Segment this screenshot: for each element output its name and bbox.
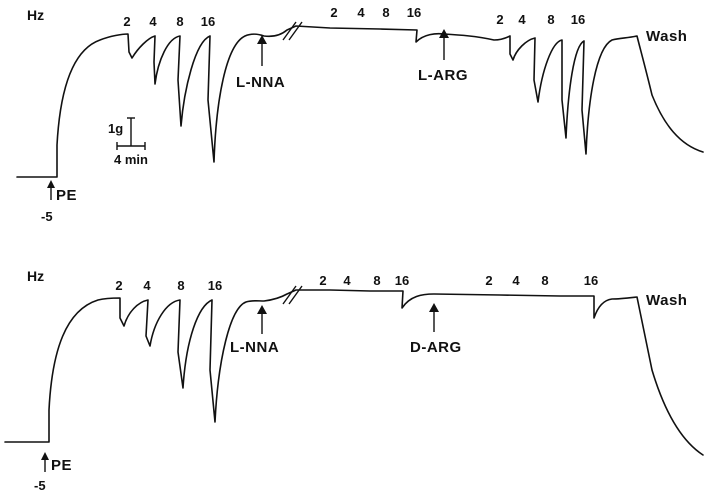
bottom-freq-before-4: 4 (143, 278, 151, 293)
bottom-freq-mid-16: 16 (395, 273, 409, 288)
bottom-freq-mid-4: 4 (343, 273, 351, 288)
bottom-drug-2-label: D-ARG (410, 339, 462, 356)
top-freq-after-2: 2 (496, 12, 503, 27)
top-panel: Hz 2 4 8 16 2 4 8 16 2 4 8 16 L-NNA L-AR… (16, 5, 704, 224)
top-drug-1-label: L-NNA (236, 74, 285, 91)
top-freq-before-2: 2 (123, 14, 130, 29)
top-lnna-arrowhead (257, 35, 267, 44)
top-freq-before-16: 16 (201, 14, 215, 29)
scale-bar: 1g 4 min (108, 117, 148, 167)
bottom-pe-value: -5 (34, 478, 46, 493)
top-larg-arrowhead (439, 29, 449, 38)
bottom-freq-after-8: 8 (541, 273, 548, 288)
top-tension-trace (16, 25, 704, 178)
top-freq-before-8: 8 (176, 14, 183, 29)
top-wash-label: Wash (646, 28, 687, 45)
scale-bar-time-label: 4 min (114, 152, 148, 167)
top-hz-label: Hz (27, 7, 44, 23)
bottom-hz-label: Hz (27, 268, 44, 284)
bottom-panel: Hz 2 4 8 16 2 4 8 16 2 4 8 16 L-NNA D-AR… (4, 268, 704, 493)
top-pe-arrowhead (47, 180, 55, 188)
top-break-mark-1 (282, 21, 297, 41)
bottom-pe-arrowhead (41, 452, 49, 460)
bottom-drug-1-label: L-NNA (230, 339, 279, 356)
bottom-freq-before-2: 2 (115, 278, 122, 293)
top-freq-mid-4: 4 (357, 5, 365, 20)
top-pe-value: -5 (41, 209, 53, 224)
bottom-freq-after-16: 16 (584, 273, 598, 288)
top-freq-mid-8: 8 (382, 5, 389, 20)
bottom-freq-before-16: 16 (208, 278, 222, 293)
bottom-freq-after-4: 4 (512, 273, 520, 288)
top-drug-2-label: L-ARG (418, 67, 468, 84)
top-freq-after-16: 16 (571, 12, 585, 27)
top-freq-mid-16: 16 (407, 5, 421, 20)
bottom-freq-after-2: 2 (485, 273, 492, 288)
bottom-darg-arrowhead (429, 303, 439, 312)
top-freq-mid-2: 2 (330, 5, 337, 20)
top-freq-after-8: 8 (547, 12, 554, 27)
bottom-break-mark-2 (288, 285, 303, 305)
scale-bar-force-label: 1g (108, 121, 123, 136)
top-freq-before-4: 4 (149, 14, 157, 29)
bottom-break-mark-1 (282, 285, 297, 305)
bottom-freq-before-8: 8 (177, 278, 184, 293)
top-pe-label: PE (56, 187, 77, 204)
bottom-tension-trace (4, 289, 704, 456)
bottom-freq-mid-8: 8 (373, 273, 380, 288)
bottom-freq-mid-2: 2 (319, 273, 326, 288)
top-freq-after-4: 4 (518, 12, 526, 27)
bottom-lnna-arrowhead (257, 305, 267, 314)
bottom-wash-label: Wash (646, 292, 687, 309)
bottom-pe-label: PE (51, 457, 72, 474)
top-break-mark-2 (288, 21, 303, 41)
